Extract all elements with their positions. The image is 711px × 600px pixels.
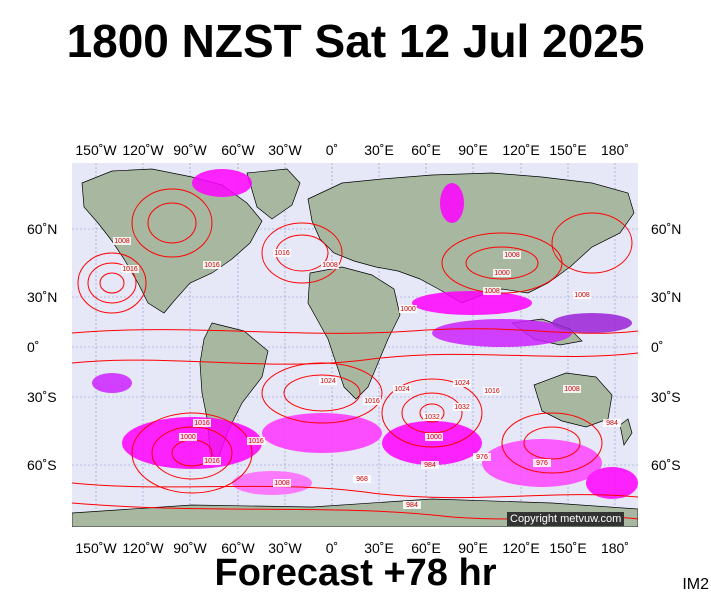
latitude-tick-1: 30˚N xyxy=(27,289,58,305)
longitude-tick-6: 30˚E xyxy=(364,142,394,158)
greenland xyxy=(246,168,301,220)
latitude-tick-2: 0˚ xyxy=(27,339,40,355)
isobar-label: 1024 xyxy=(454,380,470,387)
copyright-label: Copyright metvuw.com xyxy=(507,512,625,526)
longitude-tick-4: 30˚W xyxy=(268,142,302,158)
isobar-label: 1016 xyxy=(248,438,264,445)
latitude-tick-4: 60˚S xyxy=(27,457,57,473)
latitude-tick-0: 60˚N xyxy=(651,221,682,237)
isobar-label: 1008 xyxy=(564,386,580,393)
isobar-label: 1008 xyxy=(504,252,520,259)
weather-map: 1008 1016 1016 1016 1024 1016 1016 1008 1000 1008… xyxy=(72,163,638,527)
longitude-tick-3: 60˚W xyxy=(221,142,255,158)
isobar-label: 976 xyxy=(536,460,548,467)
longitude-tick-1: 120˚W xyxy=(122,540,164,556)
map-title: 1800 NZST Sat 12 Jul 2025 xyxy=(66,15,645,67)
longitude-tick-6: 30˚E xyxy=(364,540,394,556)
longitude-tick-11: 180˚ xyxy=(600,540,630,556)
eurasia xyxy=(307,172,635,304)
isobar-label: 984 xyxy=(424,462,436,469)
isobar-label: 1016 xyxy=(484,388,500,395)
isobar-label: 1008 xyxy=(484,288,500,295)
precipitation-areas xyxy=(92,169,638,499)
longitude-tick-7: 60˚E xyxy=(411,142,441,158)
isobar-label: 1016 xyxy=(204,458,220,465)
isobars xyxy=(72,188,638,520)
isobar-label: 968 xyxy=(356,476,368,483)
longitude-tick-9: 120˚E xyxy=(502,540,540,556)
isobar-label: 1024 xyxy=(394,386,410,393)
isobar-label: 1032 xyxy=(454,404,470,411)
latitude-tick-0: 60˚N xyxy=(27,221,58,237)
image-code: IM2 xyxy=(682,576,709,593)
isobar-label: 1016 xyxy=(364,398,380,405)
longitude-tick-5: 0˚ xyxy=(325,142,339,158)
latitude-tick-3: 30˚S xyxy=(651,389,681,405)
forecast-label: Forecast +78 hr xyxy=(214,552,497,594)
isobar-label: 1008 xyxy=(322,262,338,269)
longitude-tick-1: 120˚W xyxy=(122,142,164,158)
longitude-tick-0: 150˚W xyxy=(75,540,117,556)
longitude-tick-11: 180˚ xyxy=(600,142,630,158)
new-zealand xyxy=(619,418,633,446)
isobar-label: 984 xyxy=(606,420,618,427)
longitude-tick-8: 90˚E xyxy=(458,142,488,158)
longitude-tick-3: 60˚W xyxy=(221,540,255,556)
latitude-tick-1: 30˚N xyxy=(651,289,682,305)
longitude-tick-7: 60˚E xyxy=(411,540,441,556)
longitude-tick-5: 0˚ xyxy=(325,540,339,556)
longitude-tick-4: 30˚W xyxy=(268,540,302,556)
isobar-label: 1024 xyxy=(320,378,336,385)
latitude-tick-2: 0˚ xyxy=(651,339,664,355)
latitude-tick-3: 30˚S xyxy=(27,389,57,405)
isobar-label: 1008 xyxy=(114,238,130,245)
isobar-label: 1000 xyxy=(494,270,510,277)
longitude-tick-2: 90˚W xyxy=(173,540,207,556)
isobar-label: 1008 xyxy=(274,480,290,487)
antarctica xyxy=(72,498,638,527)
isobar-label: 1000 xyxy=(180,434,196,441)
longitude-tick-0: 150˚W xyxy=(75,142,117,158)
isobar-label: 1016 xyxy=(204,262,220,269)
isobar-label: 1008 xyxy=(574,292,590,299)
isobar-label: 1032 xyxy=(424,414,440,421)
isobar-label: 984 xyxy=(406,502,418,509)
longitude-tick-8: 90˚E xyxy=(458,540,488,556)
isobar-label: 1000 xyxy=(400,306,416,313)
longitude-tick-9: 120˚E xyxy=(502,142,540,158)
isobar-label: 976 xyxy=(476,454,488,461)
isobar-label: 1016 xyxy=(274,250,290,257)
isobar-label: 1016 xyxy=(122,266,138,273)
isobar-label: 1016 xyxy=(194,420,210,427)
latitude-tick-4: 60˚S xyxy=(651,457,681,473)
longitude-tick-10: 150˚E xyxy=(549,142,587,158)
isobar-labels: 1008 1016 1016 1016 1024 1016 1016 1008 1000 1008… xyxy=(113,237,621,509)
longitude-tick-10: 150˚E xyxy=(549,540,587,556)
isobar-label: 1000 xyxy=(426,434,442,441)
longitude-tick-2: 90˚W xyxy=(173,142,207,158)
